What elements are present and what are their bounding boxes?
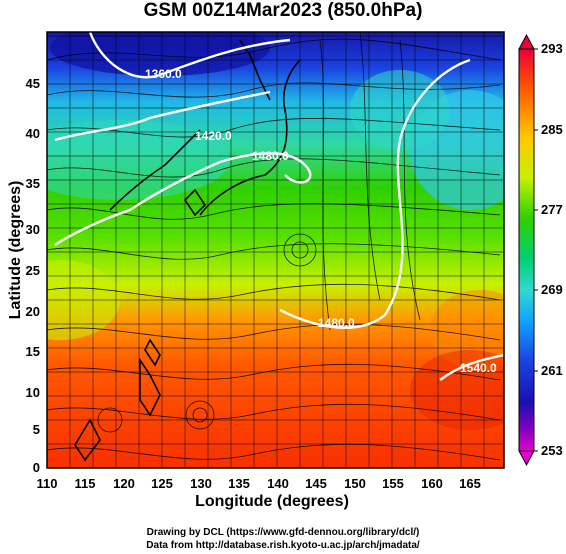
- coastline: [74, 39, 301, 462]
- x-tick: 135: [228, 476, 250, 491]
- plot-frame: [46, 31, 505, 469]
- contour-label: 1540.0: [460, 361, 497, 375]
- map-title: GSM 00Z14Mar2023 (850.0hPa): [143, 0, 423, 21]
- x-tick: 165: [459, 476, 481, 491]
- y-tick: 0: [32, 460, 40, 475]
- colorbar: [518, 48, 535, 452]
- colorbar-label: 293: [541, 41, 563, 56]
- credit-data: Data from http://database.rish.kyoto-u.a…: [146, 540, 420, 551]
- colorbar-label: 269: [541, 282, 563, 297]
- contour-label: 1480.0: [318, 316, 355, 330]
- colorbar-label: 277: [541, 202, 563, 217]
- x-axis-label: Longitude (degrees): [195, 493, 349, 510]
- y-tick: 30: [25, 222, 40, 237]
- colorbar-label: 285: [541, 122, 563, 137]
- x-tick: 145: [305, 476, 327, 491]
- temperature-field: [47, 32, 504, 468]
- y-tick: 35: [25, 176, 40, 191]
- wind-streamlines: [47, 32, 501, 461]
- x-tick: 130: [190, 476, 212, 491]
- y-tick: 5: [32, 422, 40, 437]
- colorbar-label: 253: [541, 443, 563, 458]
- x-tick: 125: [151, 476, 173, 491]
- y-tick: 10: [25, 385, 40, 400]
- credit-drawing: Drawing by DCL (https://www.gfd-dennou.o…: [146, 527, 420, 538]
- y-axis-label: Latitude (degrees): [7, 180, 24, 320]
- y-tick: 20: [25, 304, 40, 319]
- y-tick: 25: [25, 263, 40, 278]
- x-tick: 140: [267, 476, 289, 491]
- colorbar-min-arrow: [518, 450, 535, 467]
- colorbar-ticks: [534, 48, 538, 452]
- y-tick: 40: [25, 126, 40, 141]
- x-tick: 115: [74, 476, 96, 491]
- x-tick: 150: [344, 476, 366, 491]
- colorbar-max-arrow: [518, 33, 535, 50]
- x-tick: 120: [113, 476, 135, 491]
- colorbar-label: 261: [541, 363, 563, 378]
- contour-label: 1360.0: [145, 67, 182, 81]
- geopotential-contours: [54, 32, 504, 381]
- x-tick: 155: [382, 476, 404, 491]
- y-tick: 15: [25, 344, 40, 359]
- contour-label: 1420.0: [195, 129, 232, 143]
- y-tick: 45: [25, 76, 40, 91]
- x-tick: 160: [421, 476, 443, 491]
- x-tick: 110: [36, 476, 58, 491]
- contour-label: 1480.0: [252, 149, 289, 163]
